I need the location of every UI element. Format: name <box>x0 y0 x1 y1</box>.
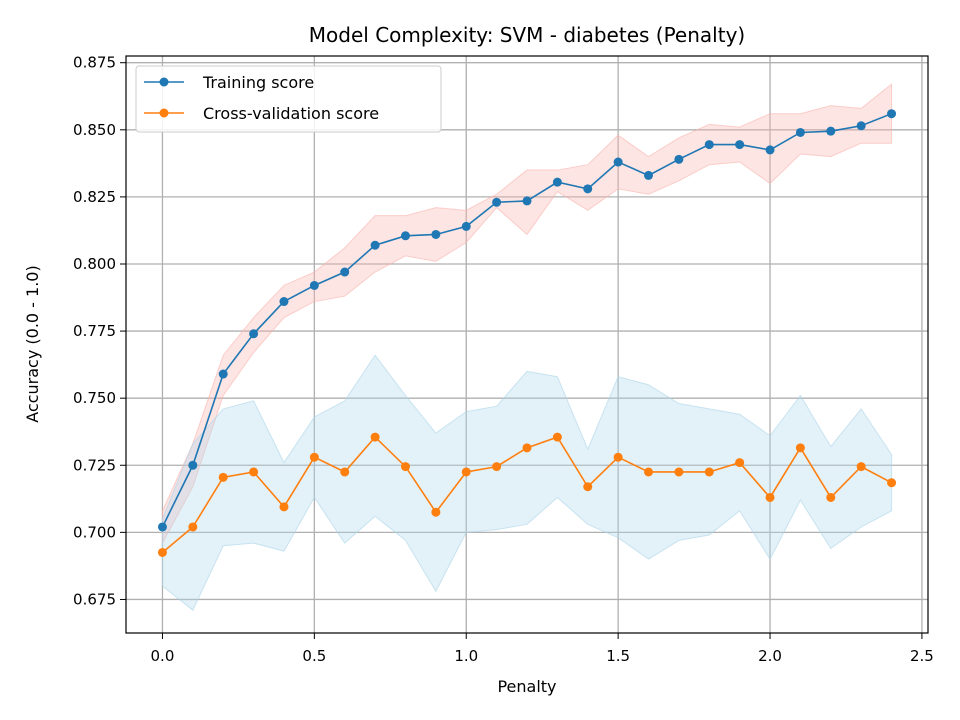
training-score-point <box>583 184 593 194</box>
training-score-point <box>492 197 502 207</box>
cross-validation-std-band <box>161 354 893 611</box>
x-axis-ticks: 0.0 0.5 1.0 1.5 2.0 2.5 <box>151 633 934 665</box>
cross-validation-score-point <box>613 452 623 462</box>
cross-validation-score-point <box>644 467 654 477</box>
cross-validation-score-point <box>157 547 167 557</box>
cross-validation-score-point <box>887 478 897 488</box>
cross-validation-score-point <box>795 443 805 453</box>
training-score-point <box>461 221 471 231</box>
chart-title: Model Complexity: SVM - diabetes (Penalt… <box>309 23 745 47</box>
cross-validation-score-point <box>704 467 714 477</box>
cross-validation-score-point <box>461 467 471 477</box>
legend-box <box>135 65 442 133</box>
legend-marker-training <box>159 77 169 87</box>
grid-lines <box>126 56 928 633</box>
confidence-bands <box>161 83 893 611</box>
y-tick-label: 0.825 <box>73 188 116 206</box>
cross-validation-score-point <box>279 502 289 512</box>
x-tick-label: 2.5 <box>910 647 934 665</box>
training-score-point <box>644 170 654 180</box>
training-score-point <box>400 231 410 241</box>
cross-validation-score-point <box>856 462 866 472</box>
x-tick-label: 0.0 <box>151 647 175 665</box>
training-score-point <box>249 329 259 339</box>
cross-validation-score-point <box>340 467 350 477</box>
y-tick-label: 0.725 <box>73 456 116 474</box>
training-score-point <box>704 140 714 150</box>
cross-validation-score-point <box>735 458 745 468</box>
plot-frame <box>125 55 929 634</box>
legend: Training score Cross-validation score <box>135 65 442 133</box>
y-tick-label: 0.700 <box>73 523 116 541</box>
y-tick-label: 0.875 <box>73 54 116 72</box>
x-tick-label: 1.5 <box>606 647 630 665</box>
training-score-point <box>887 109 897 119</box>
training-score-point <box>157 522 167 532</box>
training-score-point <box>370 240 380 250</box>
training-score-point <box>552 177 562 187</box>
y-axis-ticks: 0.675 0.700 0.725 0.750 0.775 0.800 0.825 0.850… <box>73 54 126 608</box>
cross-validation-score-point <box>309 452 319 462</box>
cross-validation-score-point <box>674 467 684 477</box>
training-score-point <box>218 369 228 379</box>
training-score-point <box>522 196 532 206</box>
cross-validation-score-point <box>431 507 441 517</box>
training-score-point <box>340 267 350 277</box>
y-tick-label: 0.750 <box>73 389 116 407</box>
legend-marker-cross-validation <box>159 108 169 118</box>
cross-validation-score-point <box>188 522 198 532</box>
x-tick-label: 0.5 <box>302 647 326 665</box>
training-score-point <box>674 154 684 164</box>
cross-validation-score-point <box>492 462 502 472</box>
y-tick-label: 0.775 <box>73 322 116 340</box>
cross-validation-score-point <box>552 432 562 442</box>
cross-validation-score-point <box>522 443 532 453</box>
cross-validation-score-point <box>826 492 836 502</box>
cross-validation-score-point <box>370 432 380 442</box>
training-score-point <box>735 140 745 150</box>
y-axis-label: Accuracy (0.0 - 1.0) <box>23 265 42 422</box>
training-score-point <box>279 297 289 307</box>
training-std-band <box>161 83 893 544</box>
training-score-point <box>188 460 198 470</box>
training-score-point <box>431 229 441 239</box>
training-score-point <box>826 126 836 136</box>
y-tick-label: 0.675 <box>73 590 116 608</box>
x-tick-label: 1.0 <box>454 647 478 665</box>
y-tick-label: 0.850 <box>73 121 116 139</box>
training-score-point <box>613 157 623 167</box>
cross-validation-score-point <box>583 482 593 492</box>
cross-validation-score-point <box>218 472 228 482</box>
x-tick-label: 2.0 <box>758 647 782 665</box>
cross-validation-score-point <box>400 462 410 472</box>
cross-validation-score-point <box>765 492 775 502</box>
legend-label-cross-validation: Cross-validation score <box>203 104 379 123</box>
legend-label-training: Training score <box>202 73 314 92</box>
y-tick-label: 0.800 <box>73 255 116 273</box>
series-points <box>157 109 897 557</box>
x-axis-label: Penalty <box>497 677 556 696</box>
cross-validation-score-point <box>249 467 259 477</box>
training-score-point <box>795 127 805 137</box>
training-score-point <box>309 280 319 290</box>
training-score-point <box>765 145 775 155</box>
training-score-point <box>856 121 866 131</box>
